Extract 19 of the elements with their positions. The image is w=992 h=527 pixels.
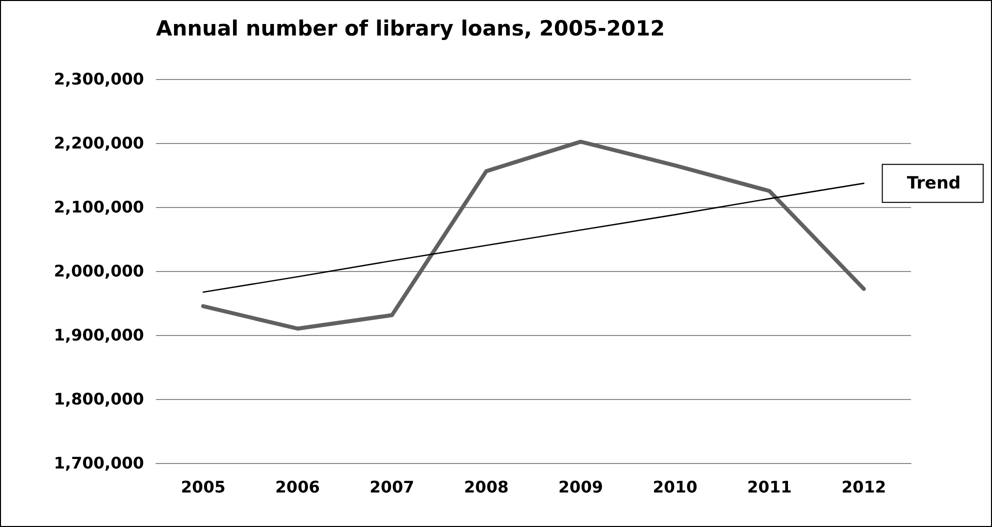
x-tick-label: 2007 bbox=[370, 478, 414, 496]
x-tick-label: 2010 bbox=[652, 478, 698, 496]
line-series bbox=[201, 140, 866, 331]
chart-title: Annual number of library loans, 2005-2012 bbox=[156, 16, 665, 40]
x-tick-label: 2012 bbox=[842, 478, 886, 496]
y-tick-label: 1,800,000 bbox=[54, 390, 144, 408]
text: Trend bbox=[906, 173, 961, 194]
y-tick-label: 1,700,000 bbox=[54, 454, 144, 472]
y-tick-label: 2,000,000 bbox=[54, 262, 144, 280]
y-tick-label: 1,900,000 bbox=[54, 326, 144, 344]
x-tick-label: 2006 bbox=[275, 478, 320, 496]
x-tick-label: 2008 bbox=[464, 478, 509, 496]
x-tick-label: 2005 bbox=[180, 478, 226, 496]
x-tick-label: 2011 bbox=[747, 478, 792, 496]
y-tick-label: 2,100,000 bbox=[54, 198, 144, 216]
y-tick-label: 2,200,000 bbox=[54, 134, 144, 152]
line-series bbox=[202, 182, 864, 293]
x-tick-label: 2009 bbox=[558, 478, 603, 496]
y-tick-label: 2,300,000 bbox=[54, 70, 144, 88]
